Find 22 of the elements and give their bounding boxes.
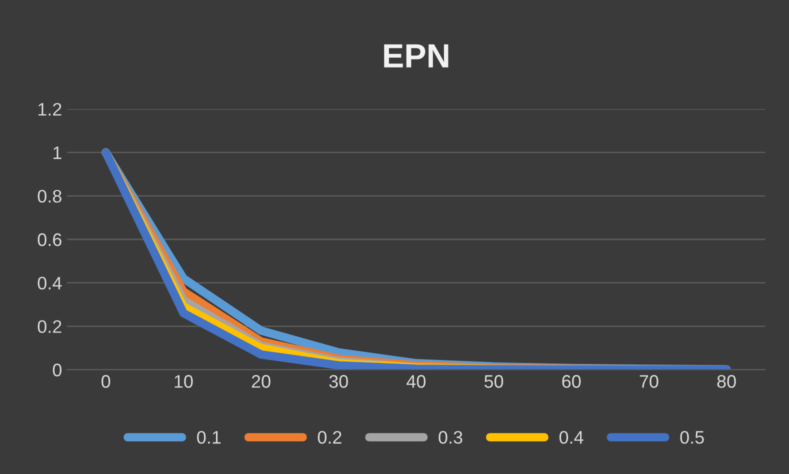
y-tick-label: 1.2 [38,102,62,116]
legend-label: 0.2 [318,430,342,444]
legend-label: 0.4 [559,430,584,444]
y-tick-label: 0.4 [38,276,62,290]
x-tick-label: 40 [406,375,426,388]
y-tick-label: 0.8 [38,190,62,203]
chart-title: EPN [384,44,448,68]
x-tick-label: 30 [329,375,348,388]
x-tick-label: 20 [252,375,270,388]
legend-label: 0.3 [438,430,462,444]
y-tick-label: 0.6 [38,233,62,246]
x-tick-label: 60 [562,375,581,388]
x-tick-label: 50 [484,375,504,388]
x-tick-label: 70 [640,375,658,388]
y-tick-label: 0 [52,364,62,376]
legend-label: 0.1 [197,430,221,444]
x-tick-label: 80 [717,375,736,388]
legend-label: 0.5 [680,430,704,444]
x-tick-label: 0 [102,375,110,388]
y-tick-label: 1 [54,146,62,160]
x-tick-label: 10 [174,375,193,388]
y-tick-label: 0.2 [38,320,62,333]
